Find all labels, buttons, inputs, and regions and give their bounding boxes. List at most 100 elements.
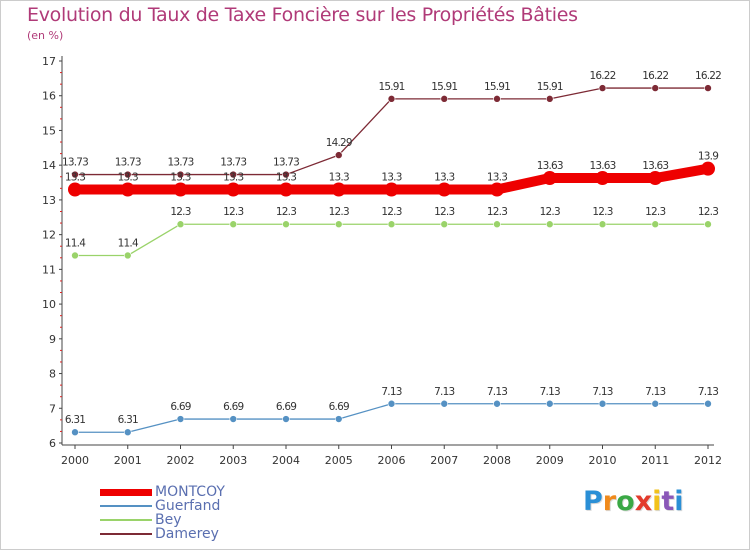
data-label-montcoy: 13.9 (698, 151, 718, 163)
data-point-bey (387, 220, 396, 229)
y-tick-label: 10 (42, 298, 56, 311)
data-point-montcoy (701, 161, 715, 176)
data-point-damerey (545, 95, 554, 103)
data-point-guerfand (282, 415, 290, 423)
x-tick-label: 2001 (114, 454, 142, 467)
data-label-damerey: 15.91 (431, 81, 457, 93)
data-point-damerey (176, 170, 185, 179)
data-point-bey (493, 220, 501, 229)
data-point-bey (229, 220, 238, 229)
data-point-bey (123, 251, 132, 260)
data-point-montcoy (120, 182, 135, 197)
data-label-bey: 12.3 (592, 206, 612, 218)
x-tick-label: 2003 (219, 454, 247, 467)
data-label-montcoy: 13.3 (487, 171, 507, 183)
chart-subtitle: (en %) (27, 29, 64, 42)
x-tick-label: 2002 (167, 454, 195, 467)
data-label-bey: 12.3 (381, 206, 401, 218)
data-label-montcoy: 13.63 (642, 160, 668, 172)
data-label-damerey: 15.91 (537, 81, 563, 93)
data-label-damerey: 14.29 (326, 137, 352, 149)
data-point-guerfand (651, 399, 660, 408)
y-tick-label: 17 (42, 55, 56, 68)
brand-letter: P (583, 486, 603, 517)
data-label-bey: 12.3 (223, 206, 243, 218)
data-point-montcoy (68, 182, 82, 197)
series-line-bey (74, 223, 709, 257)
data-label-montcoy: 13.3 (65, 171, 85, 183)
data-label-damerey: 13.73 (62, 157, 88, 169)
legend-label-damerey: Damerey (155, 526, 219, 542)
data-point-damerey (651, 84, 660, 92)
y-tick-label: 7 (49, 402, 56, 415)
x-tick-label: 2012 (694, 454, 722, 467)
data-label-montcoy: 13.3 (381, 171, 401, 183)
y-tick-label: 9 (49, 333, 56, 346)
x-tick-label: 2006 (378, 454, 406, 467)
data-label-damerey: 13.73 (273, 157, 299, 169)
data-point-damerey (598, 84, 607, 92)
data-point-guerfand (545, 399, 554, 408)
y-tick-label: 11 (42, 263, 56, 276)
data-label-guerfand: 7.13 (434, 386, 454, 398)
data-label-montcoy: 13.63 (537, 160, 563, 172)
data-label-guerfand: 6.31 (65, 414, 85, 426)
data-point-guerfand (704, 399, 712, 408)
data-label-montcoy: 13.3 (170, 171, 190, 183)
data-label-guerfand: 7.13 (381, 386, 401, 398)
data-point-montcoy (648, 171, 663, 186)
brand-letter: t (661, 486, 675, 517)
data-point-guerfand (176, 415, 185, 423)
data-label-montcoy: 13.3 (276, 171, 296, 183)
data-label-montcoy: 13.3 (434, 171, 454, 183)
y-tick-label: 15 (42, 124, 56, 137)
data-point-damerey (123, 170, 132, 179)
data-label-bey: 12.3 (645, 206, 665, 218)
data-point-guerfand (440, 399, 449, 408)
data-point-guerfand (229, 415, 238, 423)
x-tick-label: 2008 (483, 454, 511, 467)
legend-swatch-montcoy (100, 489, 152, 496)
data-label-damerey: 15.91 (484, 81, 510, 93)
data-point-damerey (704, 84, 712, 92)
data-point-damerey (229, 170, 238, 179)
data-label-damerey: 15.91 (378, 81, 404, 93)
data-point-montcoy (437, 182, 452, 197)
data-label-damerey: 13.73 (220, 157, 246, 169)
data-point-guerfand (123, 428, 132, 437)
data-label-bey: 12.3 (276, 206, 296, 218)
data-point-bey (545, 220, 554, 229)
data-label-montcoy: 13.3 (223, 171, 243, 183)
data-label-guerfand: 7.13 (592, 386, 612, 398)
data-point-montcoy (279, 182, 293, 197)
data-label-damerey: 13.73 (115, 157, 141, 169)
brand-letter: i (652, 486, 662, 517)
data-point-damerey (440, 95, 449, 103)
data-point-damerey (387, 95, 396, 103)
data-point-guerfand (598, 399, 607, 408)
data-label-bey: 12.3 (329, 206, 349, 218)
x-tick-label: 2007 (430, 454, 458, 467)
data-label-bey: 12.3 (698, 206, 718, 218)
data-label-bey: 12.3 (540, 206, 560, 218)
data-point-bey (334, 220, 343, 229)
data-point-bey (651, 220, 660, 229)
x-tick-label: 2011 (641, 454, 669, 467)
data-label-montcoy: 13.63 (589, 160, 615, 172)
data-point-montcoy (490, 182, 504, 197)
y-tick-label: 6 (49, 437, 56, 450)
data-point-montcoy (595, 171, 610, 186)
data-label-guerfand: 6.69 (276, 401, 296, 413)
data-point-guerfand (71, 428, 79, 437)
data-label-bey: 11.4 (65, 237, 86, 249)
legend-swatch-damerey (100, 533, 152, 535)
data-point-bey (282, 220, 290, 229)
data-label-guerfand: 7.13 (487, 386, 507, 398)
data-label-damerey: 16.22 (642, 70, 668, 82)
data-label-guerfand: 6.69 (223, 401, 243, 413)
x-tick-label: 2000 (61, 454, 89, 467)
brand-letter: r (602, 486, 617, 517)
data-point-damerey (282, 170, 290, 179)
data-label-guerfand: 7.13 (540, 386, 560, 398)
